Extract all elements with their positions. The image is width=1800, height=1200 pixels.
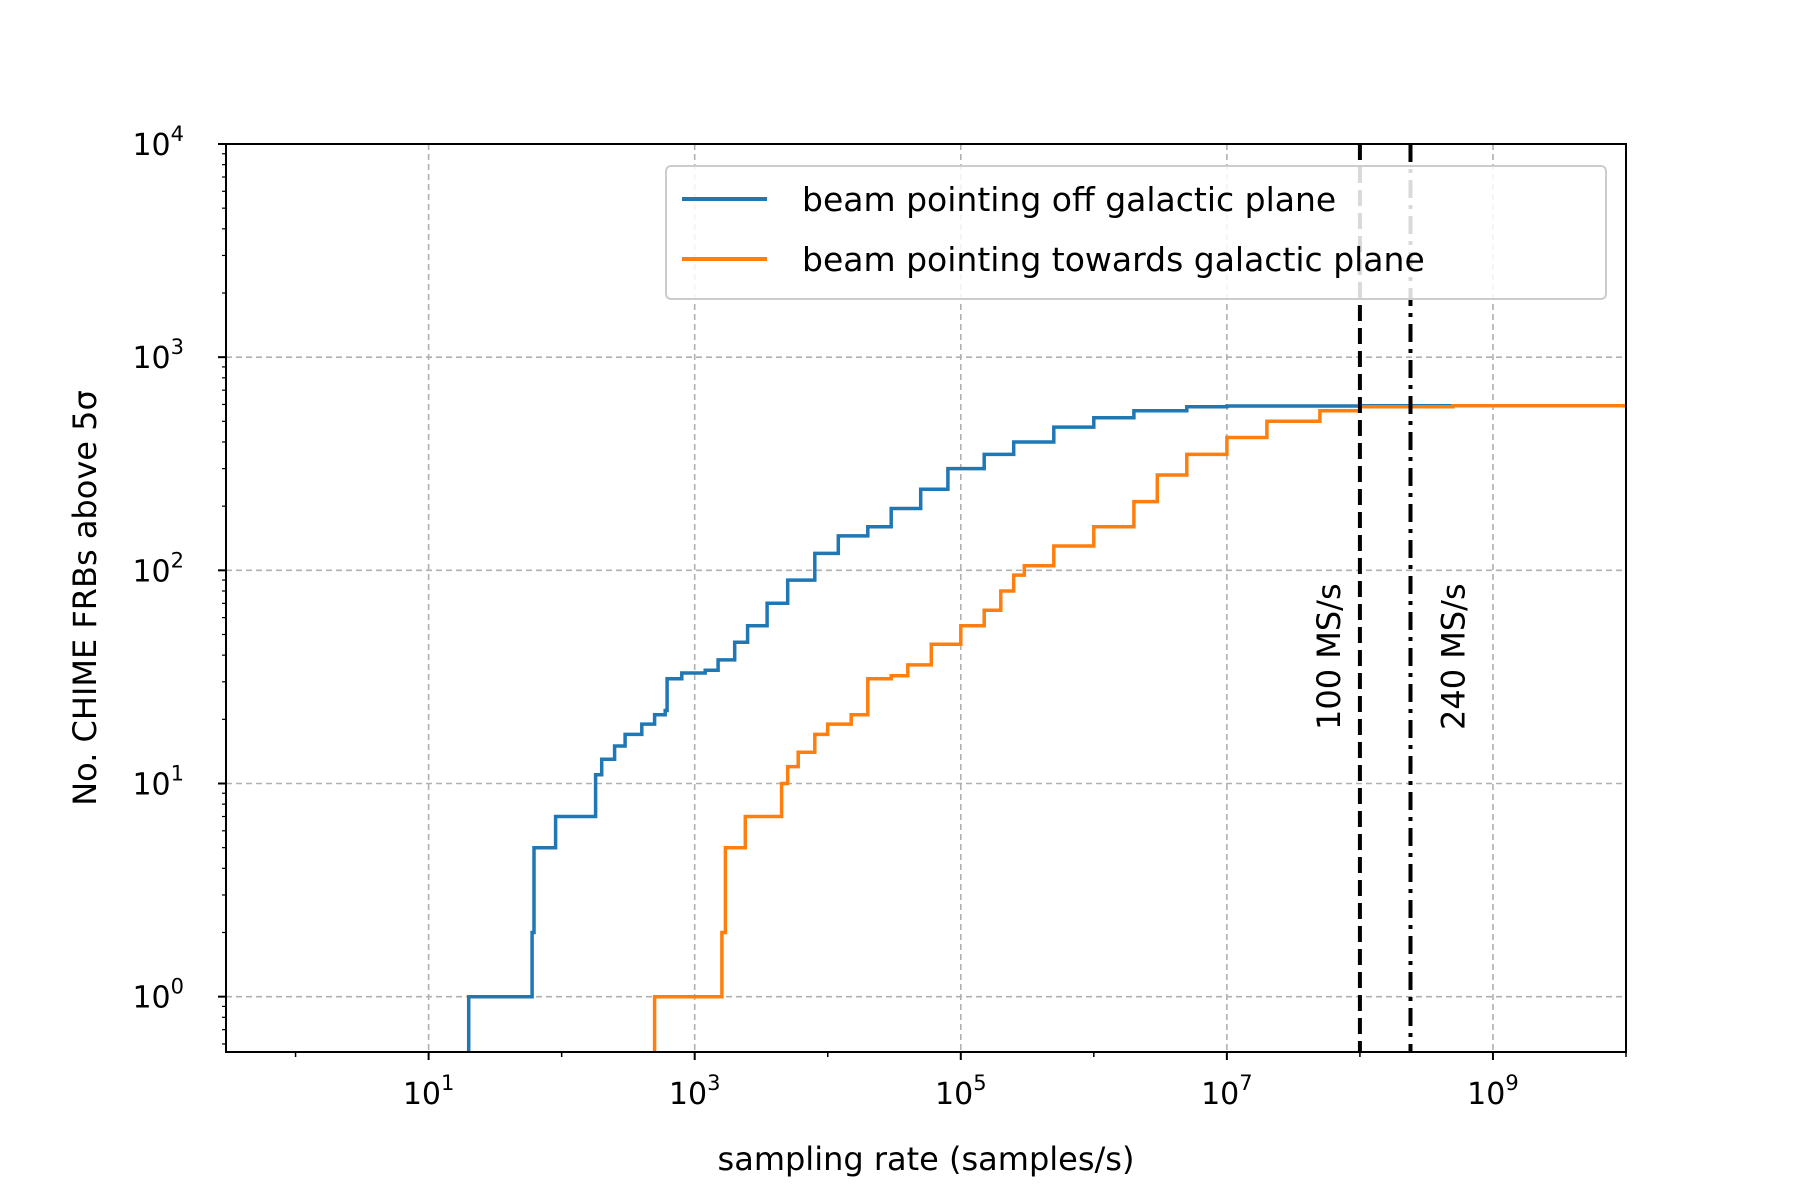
y-axis-label: No. CHIME FRBs above 5σ: [66, 390, 104, 806]
legend: beam pointing off galactic plane beam po…: [665, 165, 1607, 300]
x-axis: 101 103 105 107 109: [294, 1052, 1627, 1112]
x-tick-label: 105: [935, 1071, 987, 1112]
x-tick-label: 109: [1467, 1071, 1519, 1112]
x-tick-label: 107: [1201, 1071, 1253, 1112]
y-axis: 100 101 102 103 104: [132, 122, 226, 1045]
y-tick-label: 104: [132, 122, 184, 163]
y-tick-label: 101: [132, 761, 184, 802]
series-line-towards-plane: [652, 403, 1626, 1052]
x-tick-label: 101: [403, 1071, 455, 1112]
legend-label-towards-plane: beam pointing towards galactic plane: [802, 240, 1425, 279]
y-tick-label: 100: [132, 975, 184, 1016]
x-tick-label: 103: [669, 1071, 721, 1112]
x-axis-label: sampling rate (samples/s): [718, 1140, 1135, 1178]
series-layer: [466, 403, 1626, 1052]
vline-label-240ms: 240 MS/s: [1435, 583, 1473, 730]
legend-frame: [665, 165, 1607, 300]
y-tick-label: 103: [132, 335, 184, 376]
plot-frame: [225, 143, 1627, 1053]
legend-label-off-plane: beam pointing off galactic plane: [802, 180, 1336, 219]
series-line-off-plane: [466, 403, 1626, 1052]
vline-label-100ms: 100 MS/s: [1310, 583, 1348, 730]
y-tick-label: 102: [132, 548, 184, 589]
